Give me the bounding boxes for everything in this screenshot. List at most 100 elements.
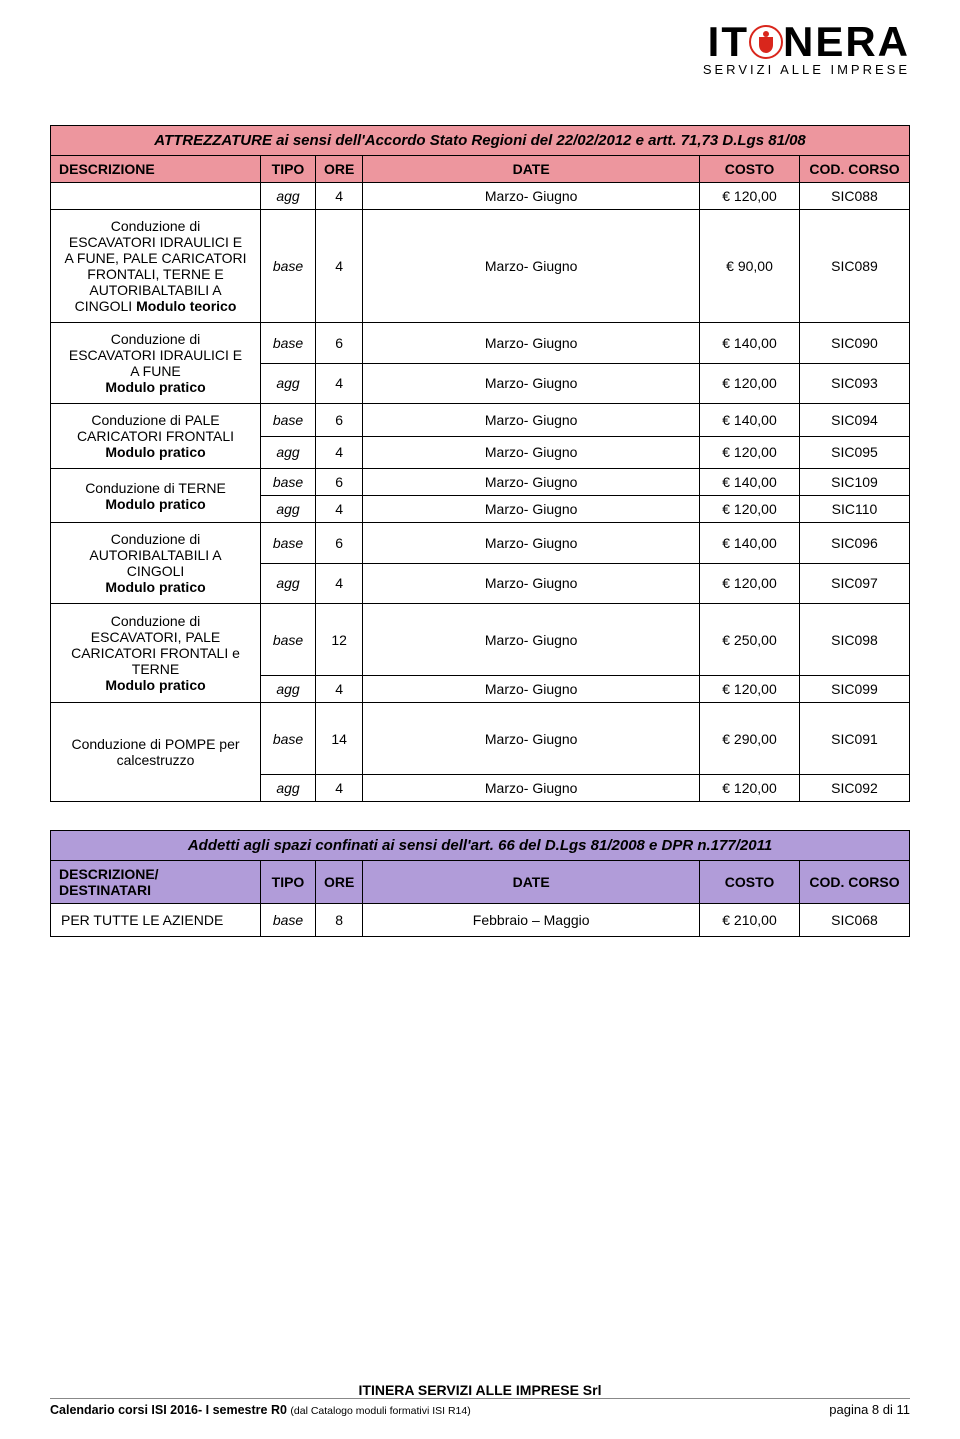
cell-tipo: agg [261, 183, 316, 210]
cell-costo: € 290,00 [700, 703, 800, 775]
cell-ore: 4 [316, 210, 363, 323]
cell-desc: Conduzione diESCAVATORI IDRAULICI EA FUN… [51, 210, 261, 323]
cell-tipo: agg [261, 363, 316, 404]
cell-tipo: agg [261, 563, 316, 604]
cell-cod: SIC068 [800, 904, 910, 937]
logo-text-2: NERA [783, 18, 910, 66]
col-desc: DESCRIZIONE/ DESTINATARI [51, 861, 261, 904]
table-row: Conduzione diESCAVATORI IDRAULICI EA FUN… [51, 210, 910, 323]
cell-cod: SIC088 [800, 183, 910, 210]
table2-title: Addetti agli spazi confinati ai sensi de… [51, 831, 910, 861]
cell-tipo: agg [261, 775, 316, 802]
footer-left: Calendario corsi ISI 2016- I semestre R0… [50, 1403, 471, 1417]
cell-desc: Conduzione di TERNEModulo pratico [51, 469, 261, 523]
cell-desc: PER TUTTE LE AZIENDE [51, 904, 261, 937]
cell-cod: SIC109 [800, 469, 910, 496]
cell-costo: € 120,00 [700, 563, 800, 604]
cell-tipo: agg [261, 496, 316, 523]
cell-date: Marzo- Giugno [363, 183, 700, 210]
col-desc: DESCRIZIONE [51, 156, 261, 183]
cell-cod: SIC091 [800, 703, 910, 775]
cell-date: Marzo- Giugno [363, 604, 700, 676]
col-ore: ORE [316, 861, 363, 904]
cell-date: Marzo- Giugno [363, 436, 700, 469]
cell-ore: 4 [316, 363, 363, 404]
cell-date: Marzo- Giugno [363, 563, 700, 604]
table-row: Conduzione diESCAVATORI, PALECARICATORI … [51, 604, 910, 676]
cell-ore: 4 [316, 183, 363, 210]
col-date: DATE [363, 861, 700, 904]
cell-ore: 14 [316, 703, 363, 775]
cell-tipo: base [261, 703, 316, 775]
cell-ore: 4 [316, 775, 363, 802]
cell-date: Marzo- Giugno [363, 469, 700, 496]
cell-date: Marzo- Giugno [363, 523, 700, 564]
cell-cod: SIC089 [800, 210, 910, 323]
cell-tipo: base [261, 404, 316, 437]
cell-costo: € 140,00 [700, 404, 800, 437]
cell-costo: € 210,00 [700, 904, 800, 937]
cell-date: Marzo- Giugno [363, 676, 700, 703]
cell-date: Febbraio – Maggio [363, 904, 700, 937]
cell-costo: € 120,00 [700, 363, 800, 404]
col-cod: COD. CORSO [800, 861, 910, 904]
col-cod: COD. CORSO [800, 156, 910, 183]
cell-ore: 6 [316, 404, 363, 437]
cell-cod: SIC092 [800, 775, 910, 802]
cell-costo: € 140,00 [700, 469, 800, 496]
attrezzature-table: ATTREZZATURE ai sensi dell'Accordo Stato… [50, 125, 910, 802]
cell-ore: 4 [316, 496, 363, 523]
cell-date: Marzo- Giugno [363, 323, 700, 364]
col-tipo: TIPO [261, 156, 316, 183]
table-row: agg4Marzo- Giugno€ 120,00SIC088 [51, 183, 910, 210]
cell-date: Marzo- Giugno [363, 775, 700, 802]
cell-tipo: base [261, 604, 316, 676]
cell-costo: € 140,00 [700, 523, 800, 564]
cell-costo: € 120,00 [700, 496, 800, 523]
cell-tipo: base [261, 323, 316, 364]
cell-costo: € 140,00 [700, 323, 800, 364]
cell-tipo: agg [261, 436, 316, 469]
table-row: Conduzione di POMPE percalcestruzzobase1… [51, 703, 910, 775]
logo-sub: SERVIZI ALLE IMPRESE [703, 62, 910, 77]
cell-date: Marzo- Giugno [363, 703, 700, 775]
cell-desc: Conduzione diESCAVATORI IDRAULICI EA FUN… [51, 323, 261, 404]
cell-ore: 4 [316, 436, 363, 469]
cell-cod: SIC096 [800, 523, 910, 564]
table-row: PER TUTTE LE AZIENDE base 8 Febbraio – M… [51, 904, 910, 937]
cell-ore: 12 [316, 604, 363, 676]
cell-cod: SIC095 [800, 436, 910, 469]
cell-costo: € 120,00 [700, 436, 800, 469]
cell-cod: SIC099 [800, 676, 910, 703]
logo-icon [749, 25, 783, 59]
cell-date: Marzo- Giugno [363, 404, 700, 437]
cell-costo: € 120,00 [700, 775, 800, 802]
cell-ore: 6 [316, 523, 363, 564]
cell-cod: SIC110 [800, 496, 910, 523]
cell-tipo: base [261, 904, 316, 937]
cell-desc: Conduzione diAUTORIBALTABILI ACINGOLIMod… [51, 523, 261, 604]
cell-tipo: base [261, 210, 316, 323]
cell-ore: 4 [316, 563, 363, 604]
cell-costo: € 120,00 [700, 676, 800, 703]
cell-desc: Conduzione di POMPE percalcestruzzo [51, 703, 261, 802]
cell-costo: € 250,00 [700, 604, 800, 676]
cell-date: Marzo- Giugno [363, 210, 700, 323]
table-row: Conduzione diESCAVATORI IDRAULICI EA FUN… [51, 323, 910, 364]
cell-cod: SIC097 [800, 563, 910, 604]
col-ore: ORE [316, 156, 363, 183]
col-date: DATE [363, 156, 700, 183]
table-row: Conduzione di TERNEModulo praticobase6Ma… [51, 469, 910, 496]
cell-desc [51, 183, 261, 210]
logo-text-1: IT [708, 18, 749, 66]
cell-costo: € 120,00 [700, 183, 800, 210]
cell-tipo: base [261, 469, 316, 496]
table1-title: ATTREZZATURE ai sensi dell'Accordo Stato… [51, 126, 910, 156]
table-row: Conduzione di PALECARICATORI FRONTALIMod… [51, 404, 910, 437]
cell-cod: SIC093 [800, 363, 910, 404]
cell-desc: Conduzione diESCAVATORI, PALECARICATORI … [51, 604, 261, 703]
cell-ore: 6 [316, 469, 363, 496]
footer: ITINERA SERVIZI ALLE IMPRESE Srl Calenda… [50, 1382, 910, 1417]
col-tipo: TIPO [261, 861, 316, 904]
cell-cod: SIC094 [800, 404, 910, 437]
